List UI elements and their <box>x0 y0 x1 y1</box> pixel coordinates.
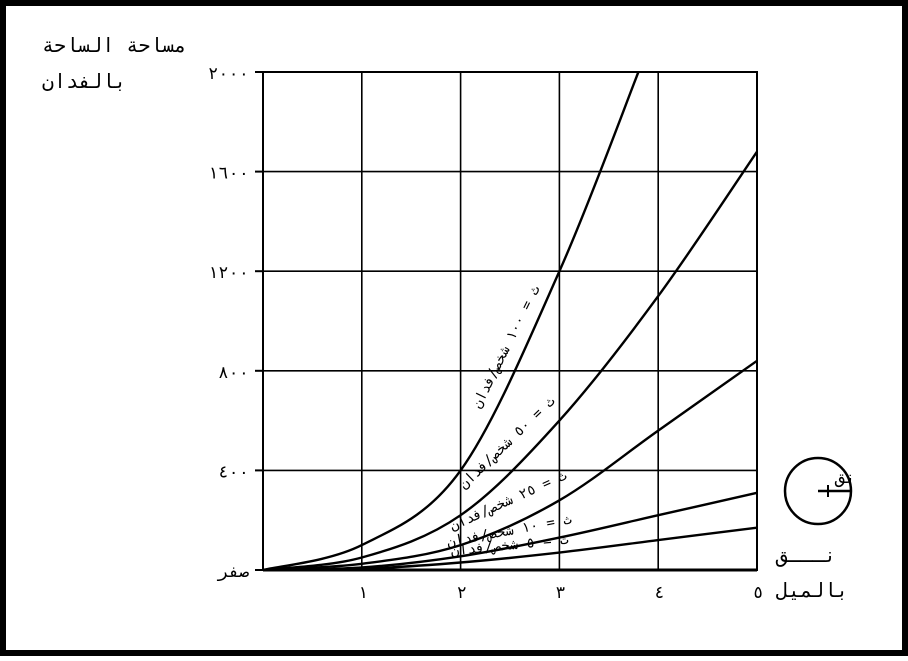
y-axis-title-line2: بالفدان <box>42 69 126 93</box>
curves <box>262 71 758 572</box>
curve-series-2 <box>262 151 758 572</box>
inset-label: نق <box>834 468 855 488</box>
x-tick-label-5: ٥ <box>753 583 763 603</box>
y-tick-label-6: ٢٠٠٠ <box>208 64 249 84</box>
y-tick-label-3: ٨٠٠ <box>218 363 249 383</box>
y-tick-label-2: ٤٠٠ <box>218 462 249 482</box>
curve-series-5 <box>262 526 758 572</box>
x-tick-label-4: ٤ <box>654 583 664 603</box>
y-tick-label-4: ١٢٠٠ <box>208 263 249 283</box>
grid <box>263 72 757 570</box>
y-tick-label-1: صفر <box>216 562 249 582</box>
x-tick-label-1: ١ <box>358 583 368 603</box>
tick-labels: ١ ٢ ٣ ٤ ٥ صفر ٤٠٠ ٨٠٠ ١٢٠٠ ١٦٠٠ ٢٠٠٠ <box>208 64 763 603</box>
y-tick-label-5: ١٦٠٠ <box>208 164 249 184</box>
x-tick-label-3: ٣ <box>555 583 565 603</box>
curve-series-1 <box>262 71 640 572</box>
series-label-1: ث = ١٠٠ شخص/فدان <box>469 283 544 411</box>
x-axis-title-line2: بالميل <box>776 578 848 602</box>
radius-inset-diagram: نق <box>783 456 855 526</box>
y-axis-title-line1: مساحة الساحة <box>42 33 187 57</box>
x-tick-label-2: ٢ <box>457 583 467 603</box>
x-axis-title-line1: نـــق <box>775 543 836 567</box>
curve-series-3 <box>262 359 758 572</box>
